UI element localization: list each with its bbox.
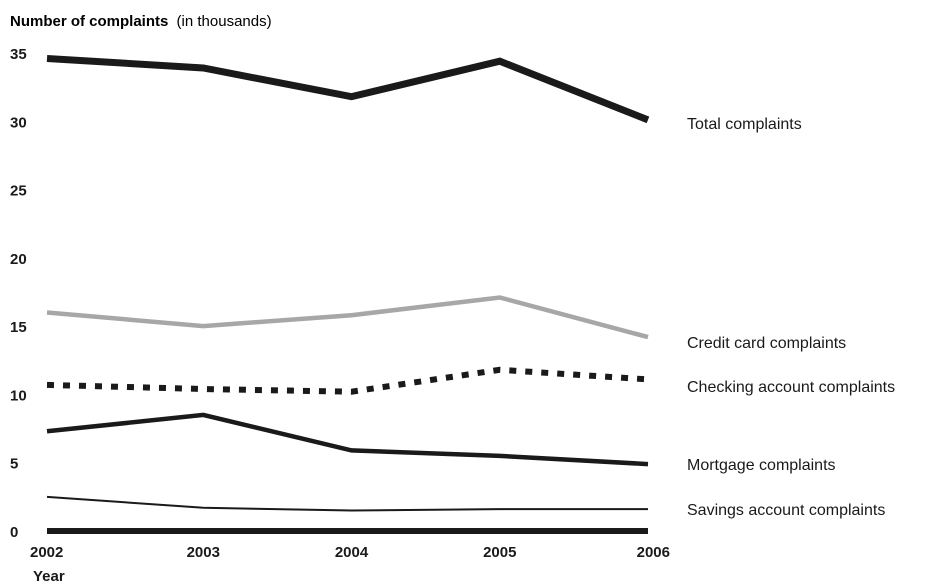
y-tick-label: 5 [10,456,18,473]
series-labels: Total complaints Credit card complaints Ch… [687,116,895,519]
series-line-total-complaints [46,55,650,124]
y-tick-label: 10 [10,387,27,404]
x-tick-label: 2002 [30,544,63,561]
y-tick-label: 35 [10,46,27,63]
series-label: Credit card complaints [687,335,846,352]
x-tick-label: 2003 [187,544,220,561]
series-line-credit-card-complaints [46,295,649,340]
x-axis-title: Year [33,568,65,585]
series-label: Savings account complaints [687,502,885,519]
y-tick-label: 0 [10,524,18,541]
y-tick-label: 25 [10,183,27,200]
series-line-savings-account-complaints [46,495,648,512]
y-axis-title-unit: (in thousands) [177,13,272,30]
series-line-checking-account-complaints [46,366,649,395]
y-axis-title: Number of complaints (in thousands) [10,13,272,30]
y-tick-label: 15 [10,319,27,336]
y-tick-label: 20 [10,251,27,268]
y-tick-labels: 0 5 10 15 20 25 30 35 [10,46,27,541]
series-lines [46,55,650,512]
series-label: Checking account complaints [687,379,895,396]
y-tick-label: 30 [10,114,27,131]
x-tick-label: 2005 [483,544,516,561]
series-label: Mortgage complaints [687,457,836,474]
x-tick-labels: 2002 2003 2004 2005 2006 [30,544,670,561]
y-axis-title-bold: Number of complaints [10,13,168,30]
x-tick-label: 2004 [335,544,369,561]
series-line-mortgage-complaints [46,412,649,467]
x-tick-label: 2006 [637,544,670,561]
series-label: Total complaints [687,116,802,133]
